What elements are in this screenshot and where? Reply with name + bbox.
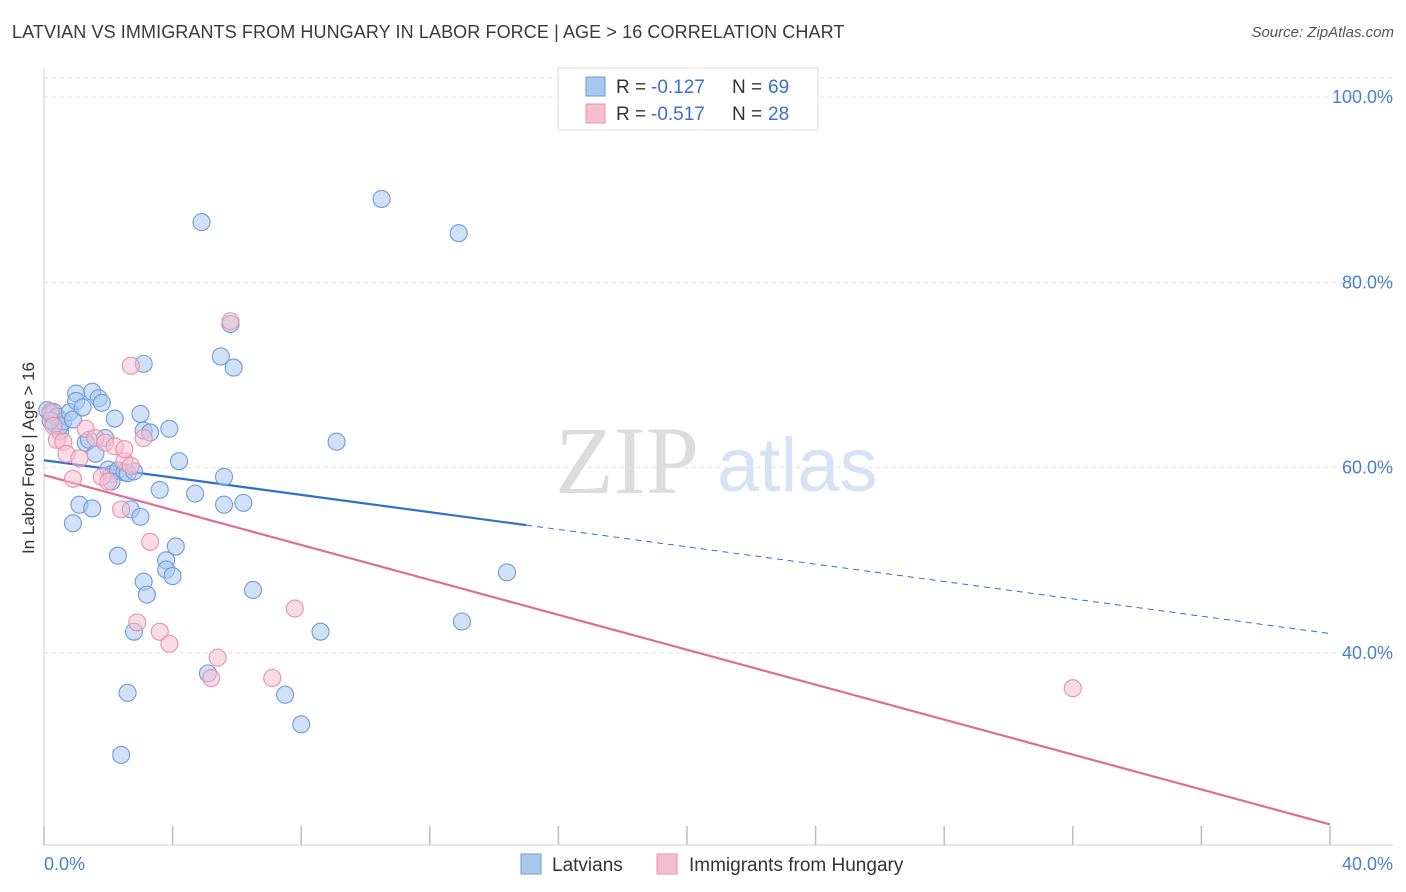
- data-point-hungary: [263, 668, 282, 688]
- y-tick-labels: 40.0% 60.0% 80.0% 100.0%: [1332, 87, 1393, 663]
- data-point-hungary: [285, 599, 304, 618]
- data-point-hungary: [160, 634, 179, 653]
- data-point-hungary: [208, 648, 227, 667]
- data-point-latvians: [276, 685, 295, 704]
- x-tick-label-min: 0.0%: [44, 854, 85, 874]
- data-point-latvians: [112, 745, 131, 764]
- data-point-latvians: [83, 499, 102, 518]
- data-point-latvians: [92, 393, 111, 412]
- data-point-hungary: [63, 469, 82, 488]
- data-point-latvians: [292, 715, 311, 734]
- legend-top: R = -0.127 N = 69 R = -0.517 N = 28: [557, 67, 819, 131]
- data-point-latvians: [224, 358, 243, 377]
- series-immigrants-hungary: [41, 312, 1082, 698]
- legend-r-label-latvians: R =: [616, 77, 646, 98]
- data-point-hungary: [121, 456, 140, 475]
- grid: [44, 77, 1393, 654]
- trend-line-latvians-extrapolated: [526, 524, 1331, 635]
- data-point-latvians: [214, 467, 234, 486]
- legend-swatch-hungary: [585, 103, 606, 124]
- data-point-hungary: [221, 312, 240, 331]
- data-point-hungary: [70, 449, 89, 468]
- data-point-latvians: [192, 213, 211, 232]
- y-tick-label: 80.0%: [1342, 272, 1393, 292]
- data-point-latvians: [63, 514, 82, 533]
- data-point-latvians: [166, 537, 185, 556]
- legend-n-label-latvians: N =: [732, 77, 762, 98]
- data-point-latvians: [327, 432, 346, 451]
- data-point-latvians: [108, 546, 127, 565]
- legend-bottom-label-latvians: Latvians: [552, 855, 623, 876]
- y-tick-label: 40.0%: [1342, 643, 1393, 663]
- data-point-latvians: [105, 409, 124, 428]
- data-point-hungary: [141, 532, 160, 551]
- data-point-hungary: [99, 472, 118, 491]
- trend-line-hungary: [43, 474, 1331, 826]
- legend-n-value-hungary: 28: [768, 104, 789, 125]
- data-point-latvians: [372, 189, 391, 208]
- data-point-latvians: [211, 347, 230, 366]
- data-point-hungary: [202, 668, 221, 688]
- legend-r-value-hungary: -0.517: [651, 104, 705, 125]
- data-point-latvians: [497, 563, 517, 582]
- data-point-hungary: [112, 500, 131, 519]
- trend-lines: [43, 459, 1331, 826]
- legend-n-value-latvians: 69: [768, 77, 789, 98]
- data-point-hungary: [1063, 679, 1082, 698]
- data-point-latvians: [449, 224, 468, 243]
- watermark-atlas: atlas: [717, 423, 878, 508]
- legend-r-label-hungary: R =: [616, 104, 646, 125]
- source-credit: Source: ZipAtlas.com: [1251, 24, 1394, 41]
- y-axis-label: In Labor Force | Age > 16: [19, 362, 38, 554]
- data-point-latvians: [234, 493, 253, 512]
- data-point-hungary: [115, 440, 134, 459]
- data-point-latvians: [160, 419, 179, 438]
- watermark-zip: ZIP: [555, 407, 699, 514]
- axes: [43, 68, 1393, 846]
- legend-n-label-hungary: N =: [732, 104, 762, 125]
- data-point-hungary: [128, 613, 147, 632]
- data-point-latvians: [137, 585, 156, 604]
- y-tick-label: 60.0%: [1342, 458, 1393, 478]
- legend-bottom-swatch-latvians: [520, 853, 542, 875]
- watermark: ZIP atlas: [555, 407, 878, 514]
- data-point-latvians: [452, 612, 472, 631]
- data-point-latvians: [311, 622, 330, 641]
- legend-r-value-latvians: -0.127: [651, 77, 705, 98]
- chart-title: LATVIAN VS IMMIGRANTS FROM HUNGARY IN LA…: [12, 22, 845, 42]
- data-point-latvians: [118, 683, 137, 702]
- data-point-latvians: [131, 404, 150, 423]
- x-tick-label-max: 40.0%: [1342, 854, 1393, 874]
- data-point-hungary: [150, 622, 169, 641]
- data-point-latvians: [169, 452, 189, 471]
- data-point-hungary: [134, 428, 153, 448]
- data-point-hungary: [121, 356, 140, 375]
- data-point-latvians: [150, 480, 169, 499]
- legend-bottom: Latvians Immigrants from Hungary: [520, 853, 904, 876]
- data-point-latvians: [243, 580, 263, 600]
- legend-bottom-label-hungary: Immigrants from Hungary: [689, 855, 904, 876]
- y-tick-label: 100.0%: [1332, 87, 1393, 107]
- data-point-latvians: [63, 410, 82, 429]
- data-point-latvians: [186, 484, 205, 503]
- data-point-latvians: [131, 507, 150, 526]
- data-point-latvians: [214, 495, 234, 514]
- legend-swatch-latvians: [585, 76, 606, 97]
- data-point-latvians: [163, 567, 182, 586]
- data-point-latvians: [73, 398, 92, 417]
- legend-bottom-swatch-hungary: [656, 853, 678, 875]
